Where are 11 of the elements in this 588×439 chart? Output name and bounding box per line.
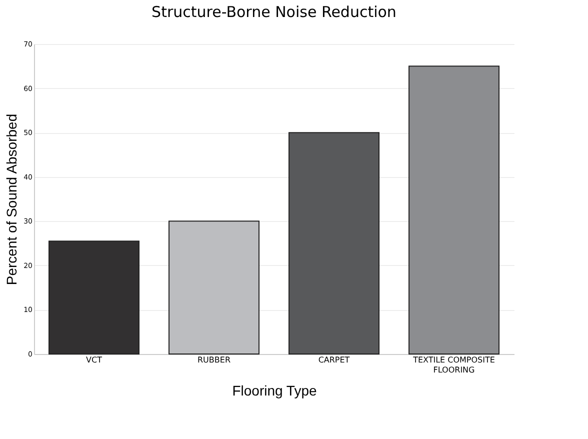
x-axis-title: Flooring Type bbox=[232, 382, 317, 398]
bar bbox=[168, 220, 260, 354]
x-tick-label: VCT bbox=[86, 356, 102, 364]
bar bbox=[48, 240, 140, 354]
y-axis-title: Percent of Sound Absorbed bbox=[4, 114, 20, 286]
x-tick-label: CARPET bbox=[318, 356, 350, 364]
x-tick-label: RUBBER bbox=[197, 356, 231, 364]
x-tick-label: TEXTILE COMPOSITE FLOORING bbox=[412, 356, 495, 374]
chart-title: Structure-Borne Noise Reduction bbox=[152, 3, 396, 21]
bar bbox=[288, 132, 380, 354]
bar bbox=[408, 66, 500, 354]
